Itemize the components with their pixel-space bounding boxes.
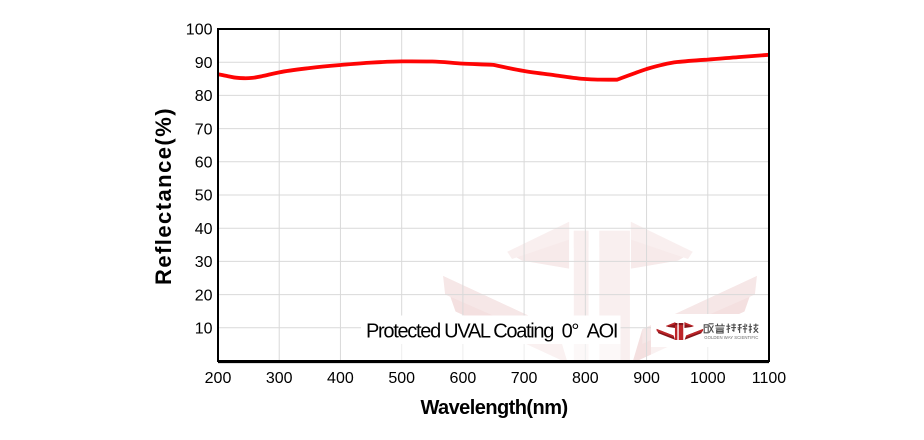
svg-text:600: 600 [450, 370, 477, 387]
svg-text:1100: 1100 [752, 370, 787, 387]
svg-text:700: 700 [511, 370, 538, 387]
svg-text:30: 30 [195, 254, 213, 271]
svg-text:100: 100 [186, 22, 213, 39]
svg-text:10: 10 [195, 321, 213, 338]
svg-text:40: 40 [195, 221, 213, 238]
svg-text:Wavelength(nm): Wavelength(nm) [420, 397, 567, 419]
svg-text:400: 400 [327, 370, 354, 387]
svg-text:GOLDEN WAY SCIENTIFIC: GOLDEN WAY SCIENTIFIC [704, 335, 758, 340]
svg-text:Protected UVAL Coating 0° AO: Protected UVAL Coating 0° AOI [366, 321, 617, 343]
svg-text:500: 500 [388, 370, 415, 387]
svg-text:90: 90 [195, 55, 213, 72]
svg-text:300: 300 [266, 370, 293, 387]
svg-text:60: 60 [195, 155, 213, 172]
svg-text:70: 70 [195, 121, 213, 138]
svg-text:800: 800 [572, 370, 599, 387]
svg-text:80: 80 [195, 88, 213, 105]
svg-text:50: 50 [195, 188, 213, 205]
svg-text:900: 900 [633, 370, 660, 387]
svg-text:20: 20 [195, 287, 213, 304]
svg-text:200: 200 [205, 370, 232, 387]
svg-text:Reflectance(%): Reflectance(%) [151, 107, 176, 285]
svg-text:1000: 1000 [690, 370, 726, 387]
